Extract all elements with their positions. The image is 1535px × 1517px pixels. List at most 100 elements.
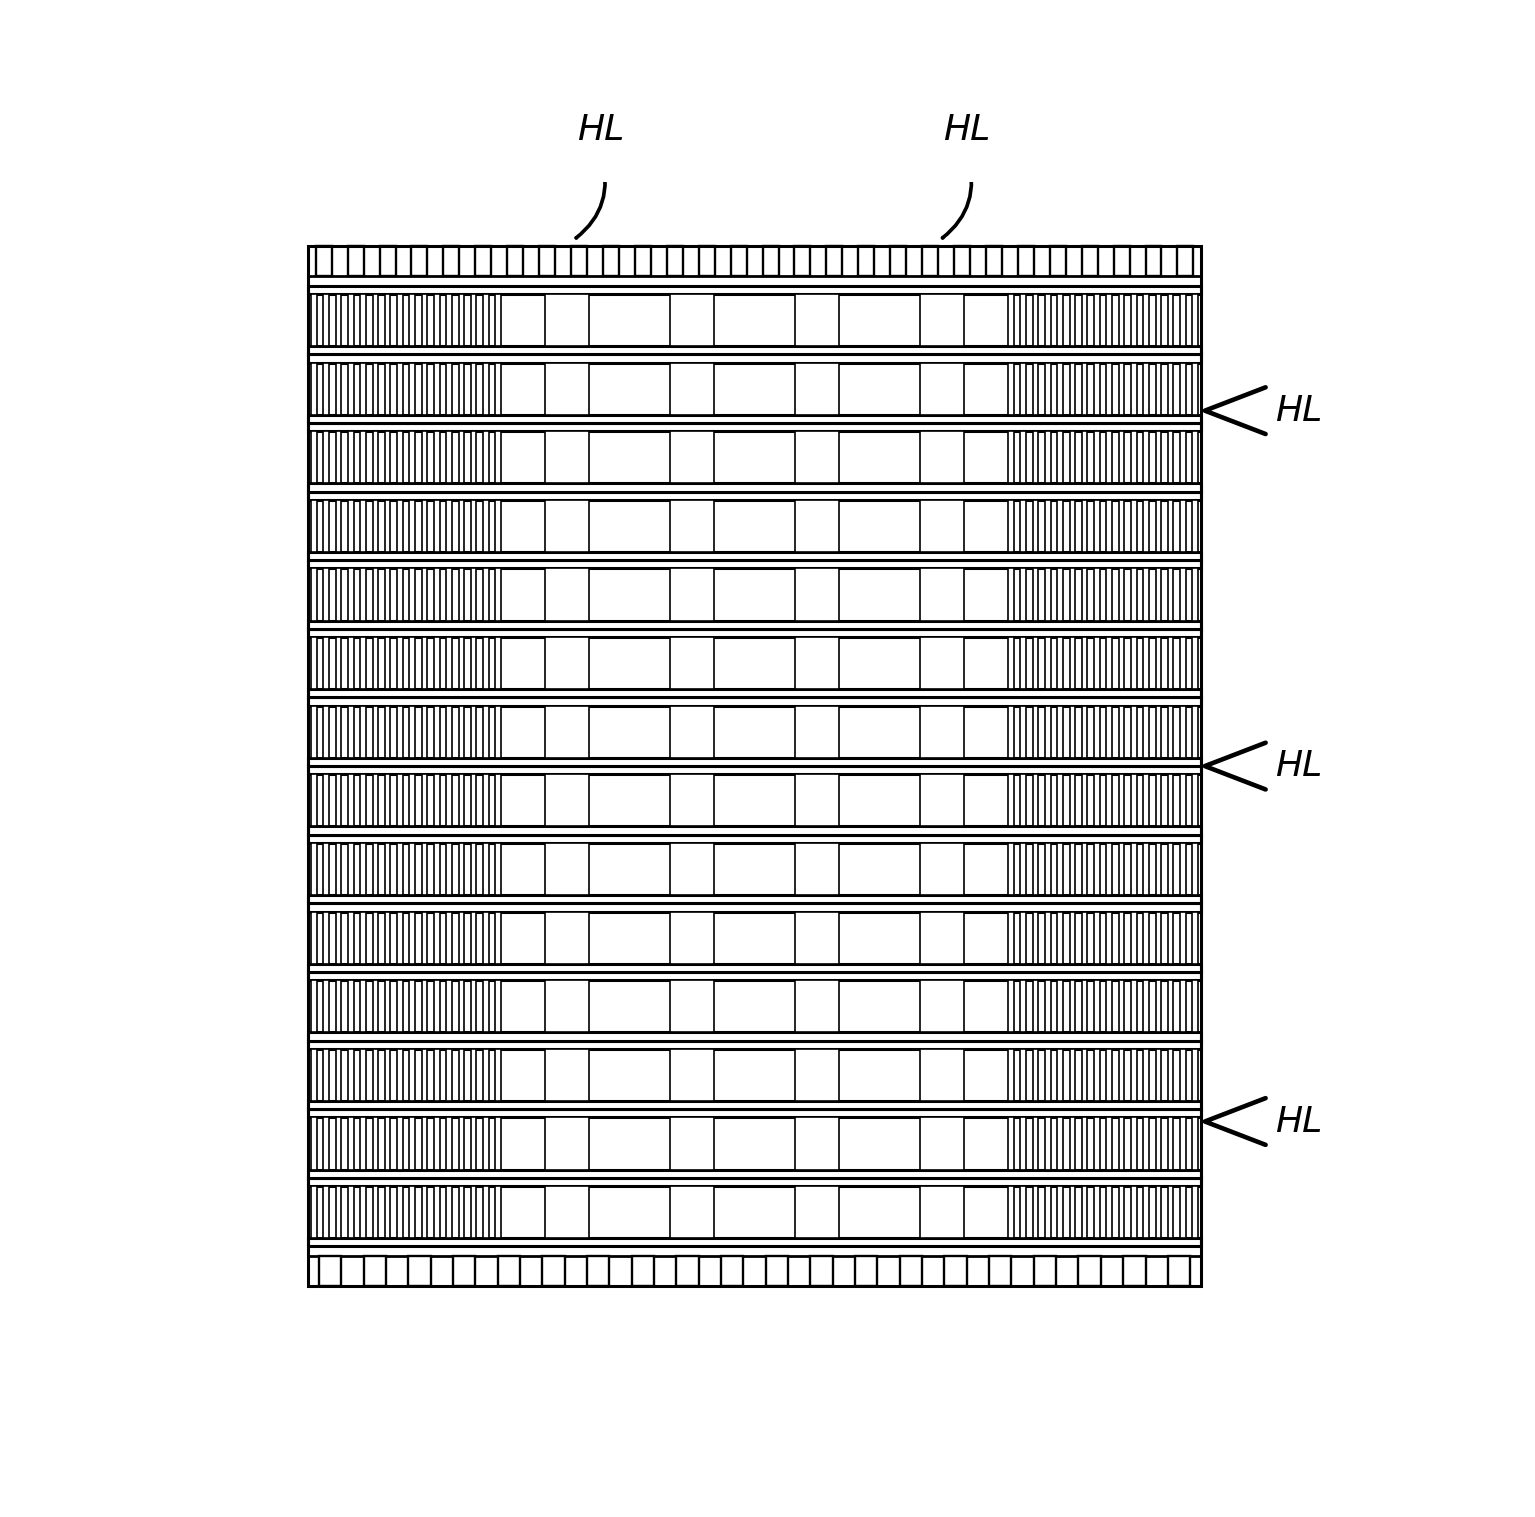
Bar <box>398 501 402 552</box>
Bar <box>324 912 328 963</box>
Bar <box>1119 980 1124 1032</box>
Bar <box>1193 1186 1197 1238</box>
Bar <box>309 1238 1202 1247</box>
Bar <box>671 431 714 484</box>
Bar <box>1094 843 1099 895</box>
Bar <box>348 431 353 484</box>
Bar <box>336 705 341 758</box>
Bar <box>1168 569 1173 620</box>
Bar <box>1180 980 1185 1032</box>
Bar <box>586 1256 609 1286</box>
Bar <box>1124 1256 1145 1286</box>
Bar <box>361 843 365 895</box>
Bar <box>459 843 464 895</box>
Bar <box>496 705 500 758</box>
Bar <box>826 246 843 276</box>
Bar <box>348 705 353 758</box>
Bar <box>373 637 378 689</box>
Bar <box>921 294 964 346</box>
Bar <box>398 705 402 758</box>
Bar <box>1107 294 1111 346</box>
Bar <box>1094 774 1099 827</box>
Bar <box>1094 363 1099 414</box>
Bar <box>484 705 488 758</box>
Bar <box>921 431 964 484</box>
Bar <box>1033 1118 1038 1170</box>
Bar <box>545 1186 589 1238</box>
Bar <box>1008 294 1013 346</box>
Bar <box>309 346 1202 355</box>
Bar <box>336 912 341 963</box>
Bar <box>459 912 464 963</box>
Bar <box>484 1048 488 1101</box>
Bar <box>1070 294 1074 346</box>
Bar <box>1058 569 1062 620</box>
Bar <box>1021 501 1025 552</box>
Bar <box>496 1048 500 1101</box>
Bar <box>1107 501 1111 552</box>
Bar <box>795 246 810 276</box>
Bar <box>1119 912 1124 963</box>
Bar <box>1156 980 1160 1032</box>
Bar <box>1033 294 1038 346</box>
Bar <box>545 912 589 963</box>
Bar <box>1168 363 1173 414</box>
Bar <box>1168 774 1173 827</box>
Bar <box>1045 774 1050 827</box>
Bar <box>459 637 464 689</box>
Bar <box>348 843 353 895</box>
Bar <box>1045 705 1050 758</box>
Bar <box>1144 912 1148 963</box>
Bar <box>1033 843 1038 895</box>
Bar <box>1094 705 1099 758</box>
Bar <box>1045 431 1050 484</box>
Bar <box>671 980 714 1032</box>
Bar <box>309 1247 1202 1256</box>
Bar <box>410 980 414 1032</box>
Bar <box>1180 501 1185 552</box>
Bar <box>496 637 500 689</box>
Bar <box>447 1186 451 1238</box>
Bar <box>361 501 365 552</box>
Bar <box>1107 774 1111 827</box>
Bar <box>459 1048 464 1101</box>
Bar <box>1082 705 1087 758</box>
Bar <box>434 705 439 758</box>
Bar <box>1058 431 1062 484</box>
Bar <box>459 501 464 552</box>
Bar <box>309 827 1202 834</box>
Bar <box>545 774 589 827</box>
Bar <box>410 501 414 552</box>
Bar <box>434 1118 439 1170</box>
Bar <box>1008 1118 1013 1170</box>
Bar <box>324 637 328 689</box>
Bar <box>361 363 365 414</box>
Bar <box>1193 501 1197 552</box>
Bar <box>1045 569 1050 620</box>
Bar <box>336 294 341 346</box>
Bar <box>1008 980 1013 1032</box>
Bar <box>324 363 328 414</box>
Bar <box>1156 1186 1160 1238</box>
Bar <box>471 1186 476 1238</box>
Bar <box>373 501 378 552</box>
Bar <box>459 980 464 1032</box>
Bar <box>447 774 451 827</box>
Bar <box>484 774 488 827</box>
Bar <box>385 294 390 346</box>
Bar <box>398 912 402 963</box>
Bar <box>1008 705 1013 758</box>
Bar <box>309 560 1202 569</box>
Bar <box>1144 980 1148 1032</box>
Bar <box>1180 637 1185 689</box>
Bar <box>1058 637 1062 689</box>
Bar <box>447 705 451 758</box>
Bar <box>1058 912 1062 963</box>
Bar <box>507 246 523 276</box>
Bar <box>1144 774 1148 827</box>
Bar <box>373 774 378 827</box>
Bar <box>373 980 378 1032</box>
Bar <box>312 501 316 552</box>
Bar <box>410 569 414 620</box>
Bar <box>309 423 1202 431</box>
